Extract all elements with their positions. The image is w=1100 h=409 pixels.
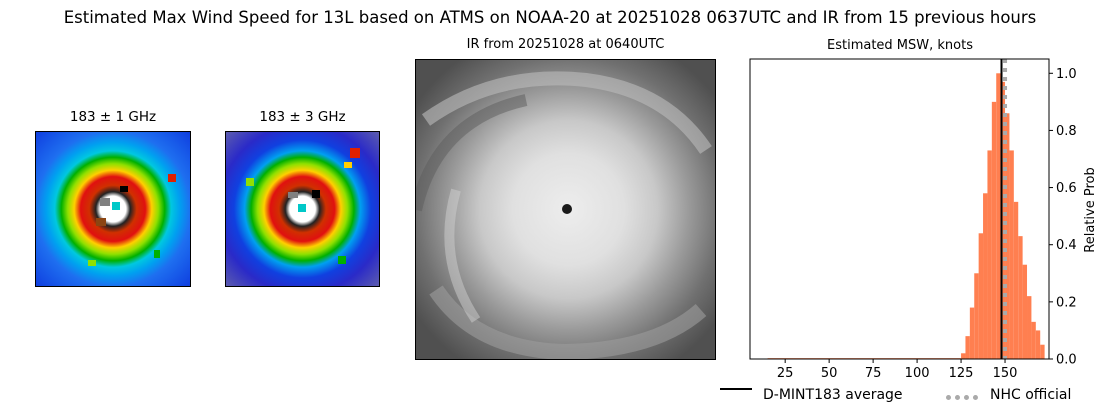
- histogram-bar: [1000, 81, 1006, 359]
- y-tick-label: 0.6: [1056, 181, 1077, 196]
- reference-lines: [1000, 59, 1008, 359]
- mw-183-3ghz-title: 183 ± 3 GHz: [259, 109, 346, 125]
- y-axis-ticks: 0.0 0.2 0.4 0.6 0.8 1.0: [1049, 67, 1077, 368]
- y-tick-label: 0.0: [1056, 353, 1077, 368]
- histogram-bar: [1031, 321, 1036, 359]
- histogram-bars: [767, 73, 1045, 360]
- plot-frame: [749, 58, 1050, 360]
- histogram-bar: [961, 353, 966, 359]
- histogram-bar: [1035, 330, 1041, 359]
- histogram-bar: [991, 101, 997, 359]
- y-tick-label: 0.2: [1056, 295, 1077, 310]
- y-axis-label: Relative Prob: [1083, 167, 1098, 252]
- histogram-bar: [1005, 113, 1010, 360]
- x-tick-label: 25: [777, 366, 794, 381]
- x-tick-label: 50: [821, 366, 838, 381]
- x-tick-label: 125: [949, 366, 974, 381]
- figure-title: Estimated Max Wind Speed for 13L based o…: [63, 8, 1037, 27]
- histogram-bar: [1013, 201, 1019, 359]
- histogram-bar: [1040, 344, 1045, 359]
- x-tick-label: 75: [865, 366, 882, 381]
- histogram-bar: [1009, 150, 1014, 359]
- mw-183-1ghz-image: [35, 131, 191, 287]
- histogram-bar: [978, 233, 984, 359]
- mw-183-3ghz-image: [225, 131, 380, 287]
- y-tick-label: 0.8: [1056, 124, 1077, 139]
- y-tick-label: 1.0: [1056, 67, 1077, 82]
- histogram-bar: [987, 150, 992, 359]
- y-tick-label: 0.4: [1056, 238, 1077, 253]
- msw-histogram-chart: Estimated MSW, knots 25 50 75 100 125 150 0.0…: [749, 38, 1098, 381]
- chart-title: Estimated MSW, knots: [827, 38, 973, 53]
- histogram-bar: [996, 73, 1001, 360]
- legend-official-label: NHC official: [990, 387, 1072, 403]
- histogram-bar: [1027, 296, 1032, 359]
- legend-official-swatch: [946, 395, 978, 400]
- ir-title: IR from 20251028 at 0640UTC: [466, 37, 665, 52]
- histogram-bar: [969, 307, 975, 359]
- x-tick-label: 100: [905, 366, 930, 381]
- histogram-bar: [983, 193, 988, 359]
- mw-183-1ghz-imagery: [36, 132, 190, 286]
- histogram-bar: [1018, 236, 1023, 359]
- x-tick-label: 150: [993, 366, 1018, 381]
- mw-183-1ghz-title: 183 ± 1 GHz: [69, 109, 157, 125]
- histogram-bar: [1022, 264, 1028, 359]
- histogram-bar: [965, 336, 970, 359]
- mw-183-3ghz-imagery: [226, 132, 379, 286]
- ir-image: [415, 59, 716, 360]
- x-axis-ticks: 25 50 75 100 125 150: [777, 359, 1018, 381]
- histogram-bar: [974, 273, 979, 359]
- legend-mean-label: D-MINT183 average: [763, 387, 903, 403]
- legend-mean-swatch: [720, 388, 752, 390]
- ir-satellite-imagery: [416, 60, 715, 359]
